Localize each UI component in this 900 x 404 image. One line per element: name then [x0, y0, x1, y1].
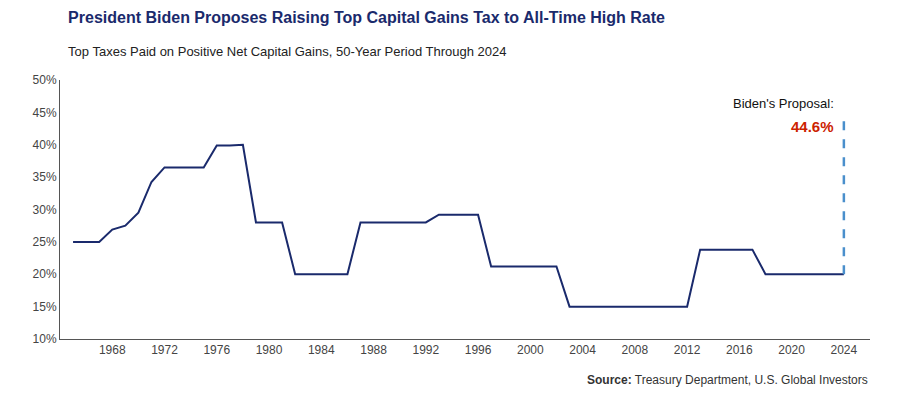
svg-text:2024: 2024: [831, 343, 858, 357]
svg-text:15%: 15%: [33, 300, 57, 314]
svg-text:1996: 1996: [465, 343, 492, 357]
svg-text:30%: 30%: [33, 203, 57, 217]
svg-text:40%: 40%: [33, 138, 57, 152]
svg-text:1988: 1988: [360, 343, 387, 357]
svg-text:25%: 25%: [33, 235, 57, 249]
svg-text:2012: 2012: [674, 343, 701, 357]
svg-text:President Biden Proposes Raisi: President Biden Proposes Raising Top Cap…: [68, 9, 665, 26]
svg-text:1984: 1984: [308, 343, 335, 357]
svg-text:Top Taxes Paid on Positive Net: Top Taxes Paid on Positive Net Capital G…: [68, 44, 506, 59]
svg-text:1972: 1972: [151, 343, 178, 357]
svg-text:10%: 10%: [33, 332, 57, 346]
svg-text:35%: 35%: [33, 170, 57, 184]
svg-text:1968: 1968: [99, 343, 126, 357]
svg-text:Source: Treasury Department, U: Source: Treasury Department, U.S. Global…: [587, 373, 868, 387]
svg-text:2008: 2008: [621, 343, 648, 357]
svg-text:2004: 2004: [569, 343, 596, 357]
svg-text:1992: 1992: [412, 343, 439, 357]
svg-text:2020: 2020: [778, 343, 805, 357]
svg-text:50%: 50%: [33, 73, 57, 87]
svg-text:45%: 45%: [33, 106, 57, 120]
svg-text:2000: 2000: [517, 343, 544, 357]
svg-text:20%: 20%: [33, 267, 57, 281]
svg-text:1976: 1976: [203, 343, 230, 357]
svg-text:Biden's Proposal:: Biden's Proposal:: [733, 96, 834, 111]
svg-text:1980: 1980: [256, 343, 283, 357]
svg-text:2016: 2016: [726, 343, 753, 357]
svg-text:44.6%: 44.6%: [791, 118, 834, 135]
